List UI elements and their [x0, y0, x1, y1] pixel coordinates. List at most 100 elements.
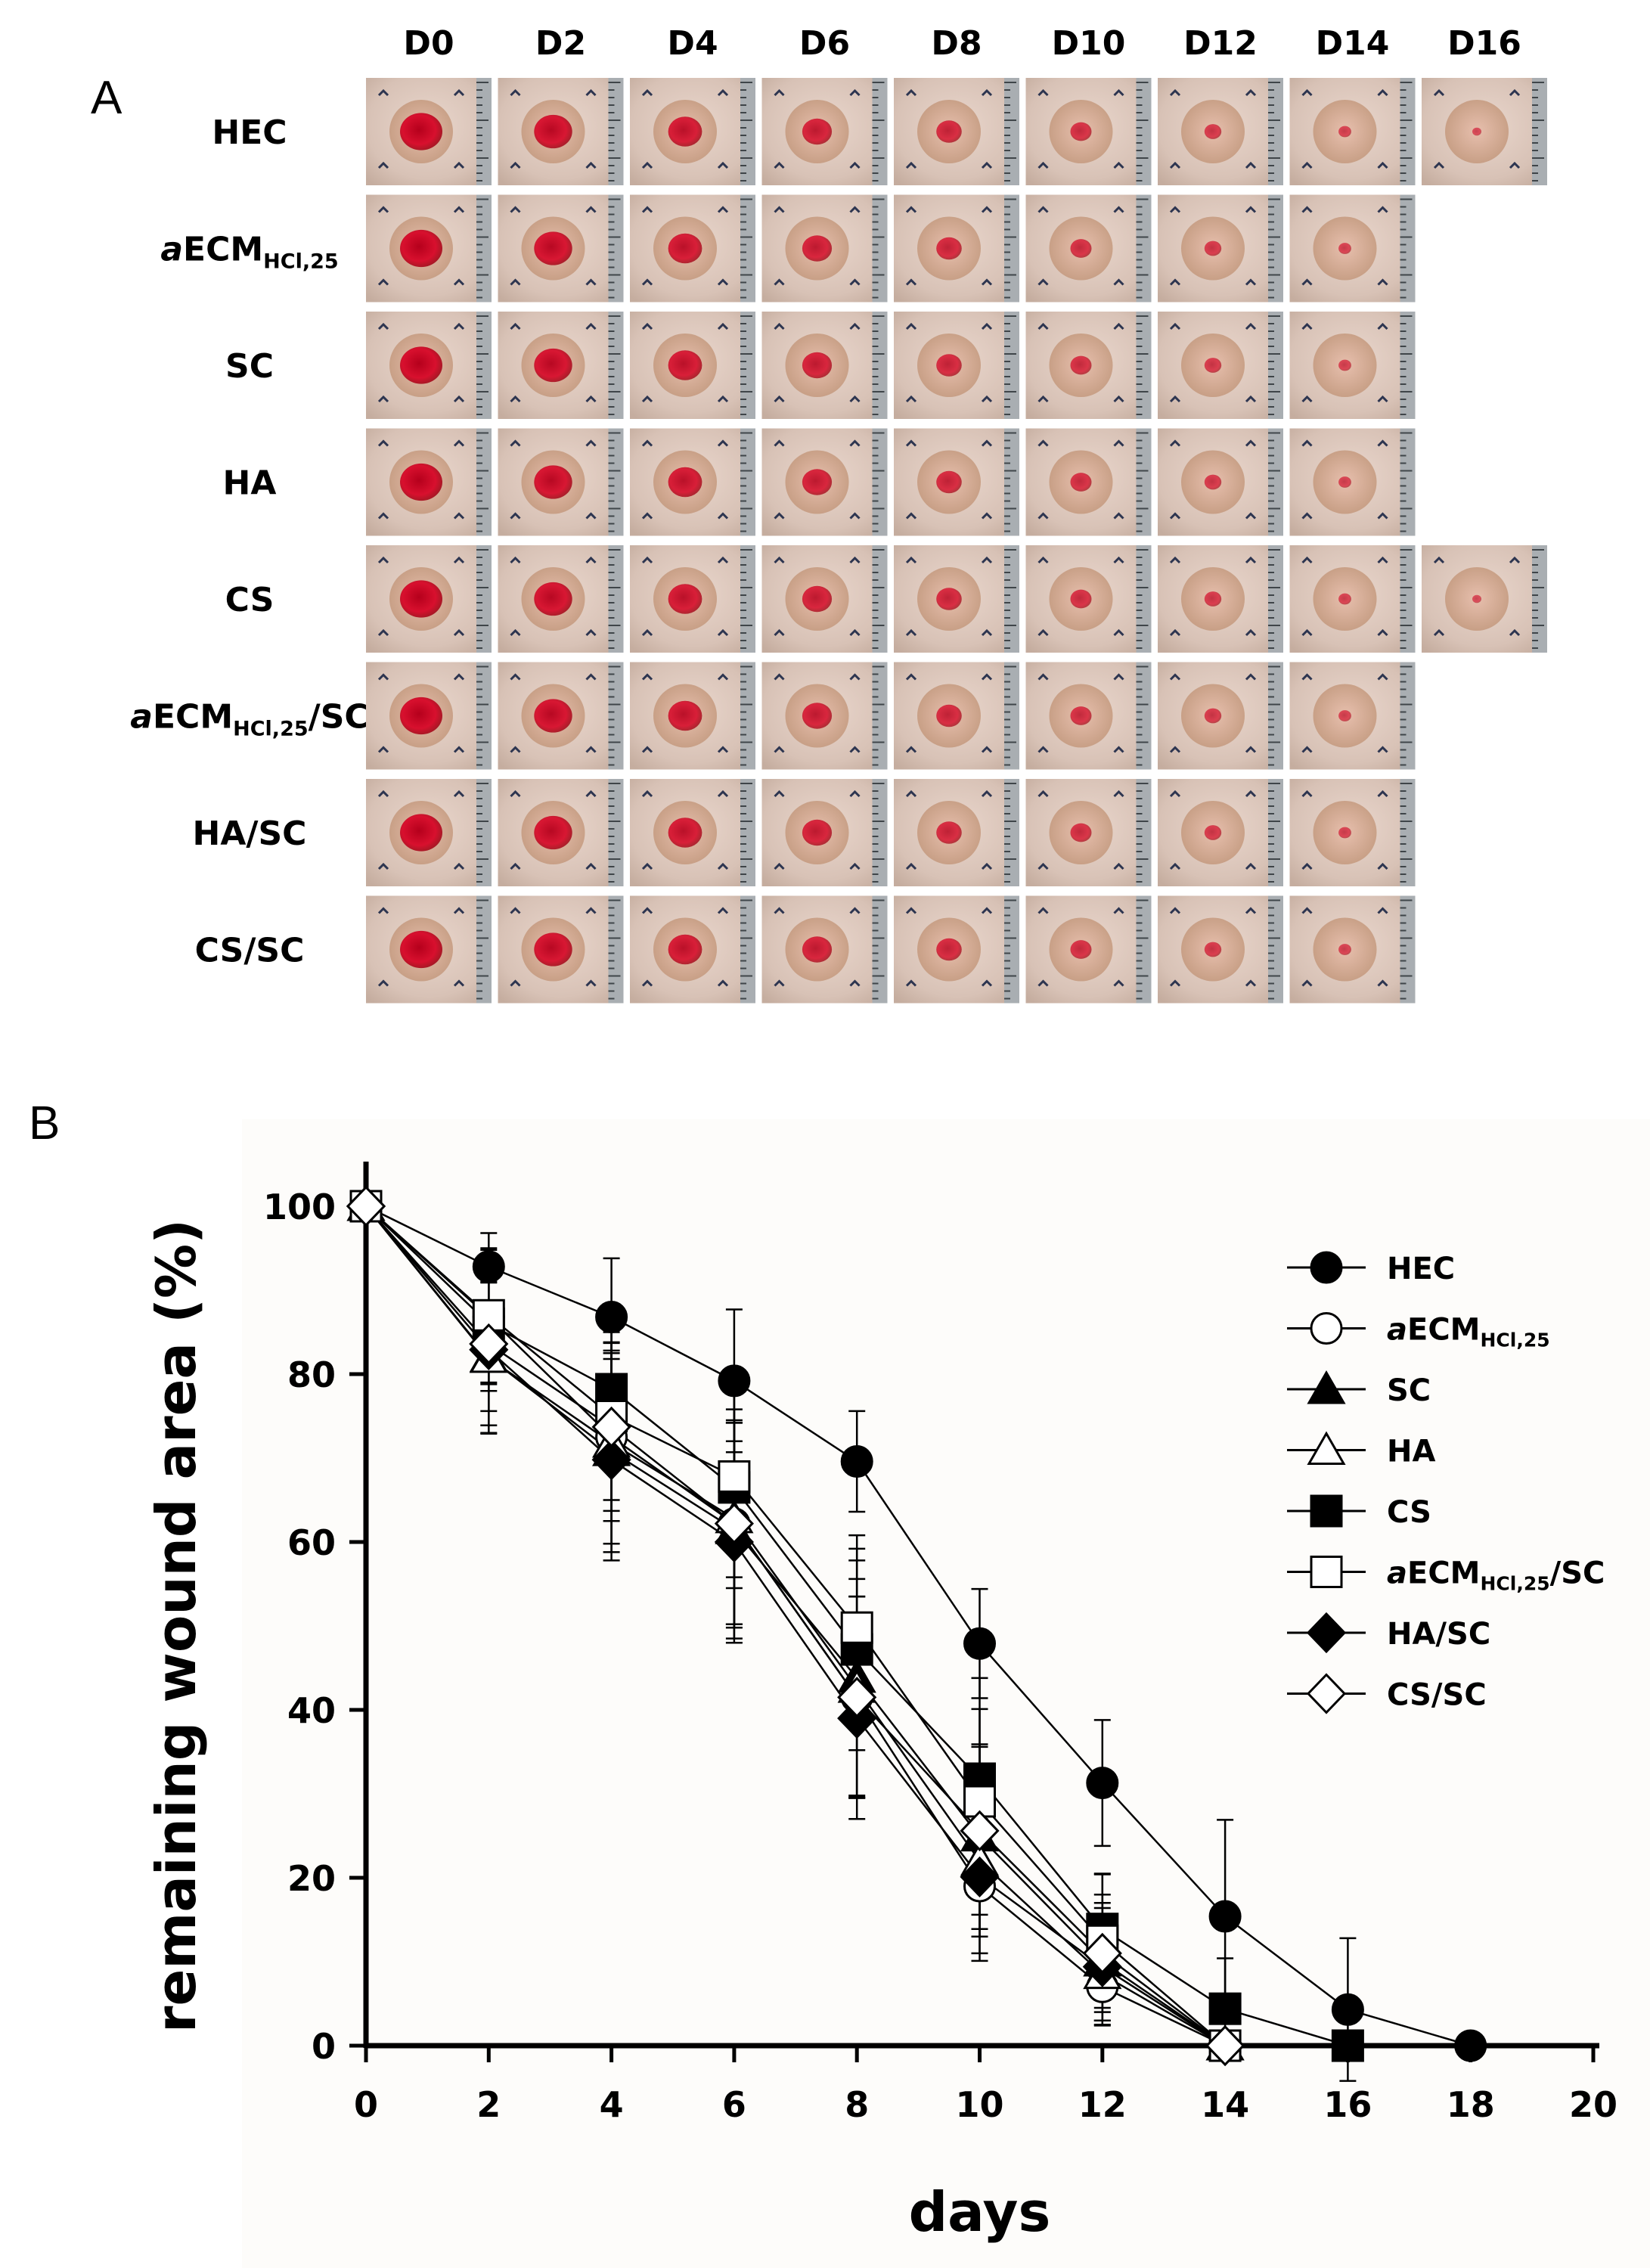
day-label-d16: D16	[1447, 24, 1521, 63]
legend-label: HA/SC	[1387, 1617, 1490, 1652]
data-point	[472, 1250, 505, 1283]
data-point	[960, 1810, 1000, 1852]
wound-photo	[894, 895, 1019, 1004]
legend-item: aECMHCl,25	[1287, 1312, 1550, 1351]
wound-photo	[1158, 78, 1283, 185]
wound-photo	[894, 662, 1019, 770]
day-column-labels: D0 D2 D4 D6 D8 D10 D12 D14 D16	[403, 24, 1521, 63]
wound-photo	[1025, 779, 1152, 886]
wound-photo	[630, 779, 755, 886]
panel-label-b: B	[29, 1097, 60, 1150]
wound-photo	[630, 662, 755, 770]
x-tick-label: 14	[1201, 2084, 1249, 2125]
series-line	[365, 1205, 1472, 2047]
wound-photo	[1158, 895, 1283, 1004]
wound-photo	[1025, 662, 1152, 770]
wound-photo	[366, 78, 492, 185]
y-tick-label: 80	[287, 1354, 336, 1395]
wound-photo	[498, 78, 624, 185]
wound-photo	[761, 662, 888, 770]
x-tick-label: 10	[955, 2084, 1003, 2125]
y-tick-label: 40	[287, 1690, 336, 1731]
x-tick-label: 8	[845, 2084, 869, 2125]
wound-photo	[1422, 78, 1547, 185]
wound-photo	[1289, 78, 1416, 185]
y-axis-title: remaining wound area (%)	[144, 1219, 208, 2033]
wound-area-chart: 0 2 4 6 8 10 12 14 16 18 20 0 20 40 60 80 100 HEC aECMHCl…	[144, 1119, 1650, 2268]
legend-label: aECMHCl,25/SC	[1387, 1556, 1605, 1595]
x-tick-label: 12	[1078, 2084, 1127, 2125]
wound-photo	[366, 545, 492, 653]
legend-label: SC	[1387, 1373, 1431, 1408]
wound-photo	[1422, 545, 1547, 653]
wound-photo	[761, 545, 888, 653]
wound-photo	[366, 194, 492, 303]
wound-photo	[366, 428, 492, 536]
wound-photo	[1158, 428, 1283, 536]
wound-photo	[894, 428, 1019, 536]
wound-photo	[1289, 662, 1416, 770]
series-line	[365, 1205, 1226, 2047]
data-point	[1208, 1992, 1242, 2025]
data-point	[591, 1439, 631, 1481]
chart-legend: HEC aECMHCl,25 SC HA CS aECMHCl,25/SC HA/SC CS/…	[1287, 1251, 1605, 1714]
row-label-2: SC	[225, 347, 274, 386]
treatment-row-labels: HEC aECMHCl,25 SC HA CS aECMHCl,25/SC HA/SC CS/…	[130, 113, 368, 970]
wound-photo	[1158, 194, 1283, 303]
data-point	[840, 1611, 873, 1644]
wound-photo	[366, 312, 492, 419]
data-point	[1205, 2024, 1245, 2067]
y-tick-label: 0	[312, 2026, 336, 2067]
wound-photo	[498, 779, 624, 886]
day-label-d10: D10	[1052, 24, 1126, 63]
legend-item: CS	[1287, 1494, 1431, 1530]
wound-photo	[630, 895, 755, 1004]
data-point	[718, 1460, 751, 1493]
data-point	[718, 1364, 751, 1398]
wound-photo	[1025, 194, 1152, 303]
wound-photo	[1025, 312, 1152, 419]
wound-photo	[1158, 312, 1283, 419]
row-label-7: CS/SC	[195, 932, 305, 970]
wound-photo	[1289, 428, 1416, 536]
x-tick-label: 6	[722, 2084, 746, 2125]
legend-marker	[1310, 1251, 1343, 1284]
data-point	[837, 1697, 877, 1739]
wound-photos	[366, 78, 1547, 1004]
x-tick-label: 4	[600, 2084, 624, 2125]
row-label-1: aECMHCl,25	[160, 231, 338, 274]
data-point	[469, 1323, 509, 1365]
wound-photo	[630, 78, 755, 185]
legend-marker	[1306, 1673, 1347, 1714]
wound-photo	[1158, 545, 1283, 653]
legend-item: HA	[1287, 1431, 1435, 1469]
wound-photo	[761, 194, 888, 303]
wound-photo	[498, 312, 624, 419]
x-tick-label: 2	[476, 2084, 501, 2125]
wound-photo	[894, 312, 1019, 419]
y-tick-label: 60	[287, 1522, 336, 1563]
wound-photo	[761, 428, 888, 536]
wound-photo	[1025, 895, 1152, 1004]
chart-series	[346, 1185, 1487, 2082]
legend-item: HA/SC	[1287, 1612, 1490, 1654]
wound-photo	[366, 895, 492, 1004]
wound-photo	[630, 428, 755, 536]
legend-item: CS/SC	[1287, 1673, 1487, 1714]
x-tick-label: 16	[1323, 2084, 1372, 2125]
wound-photo	[1289, 779, 1416, 886]
wound-photo	[761, 78, 888, 185]
legend-label: aECMHCl,25	[1387, 1313, 1550, 1351]
row-label-5: aECMHCl,25/SC	[130, 698, 368, 741]
data-point	[963, 1627, 996, 1660]
wound-photo	[498, 662, 624, 770]
day-label-d4: D4	[667, 24, 718, 63]
day-label-d2: D2	[535, 24, 586, 63]
wound-photo	[498, 895, 624, 1004]
legend-label: HEC	[1387, 1252, 1455, 1286]
y-tick-label: 20	[287, 1858, 336, 1899]
legend-marker	[1307, 1370, 1346, 1404]
wound-photo	[366, 662, 492, 770]
legend-marker	[1306, 1612, 1347, 1654]
